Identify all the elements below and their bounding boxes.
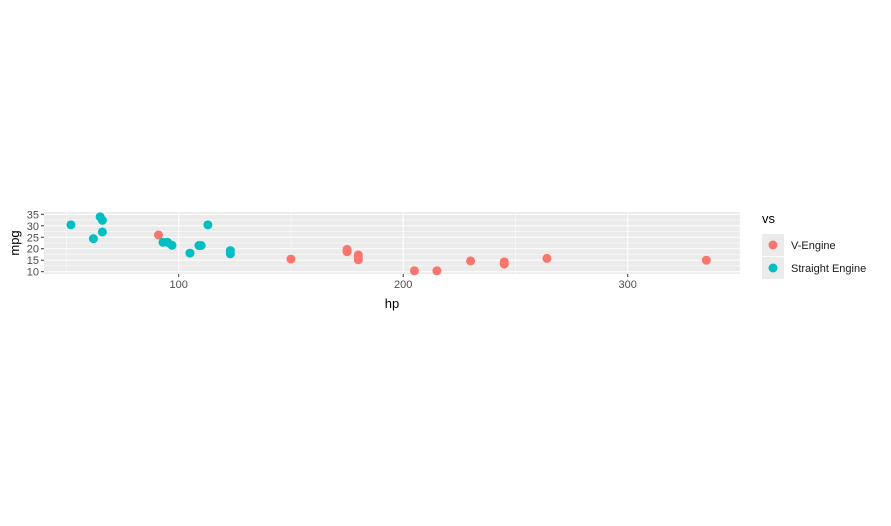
data-point-v-engine	[432, 266, 442, 276]
data-point-straight-engine	[225, 249, 235, 259]
x-tick-label: 300	[619, 279, 637, 291]
data-point-v-engine	[286, 254, 296, 264]
legend-marker-v-engine	[768, 240, 778, 250]
legend-label-straight-engine: Straight Engine	[791, 263, 866, 275]
y-tick-label: 30	[27, 221, 39, 233]
x-tick-label: 100	[170, 279, 188, 291]
data-point-v-engine	[466, 256, 476, 266]
data-point-straight-engine	[88, 234, 98, 244]
data-point-straight-engine	[66, 220, 76, 230]
data-point-straight-engine	[167, 240, 177, 250]
x-axis-label: hp	[385, 296, 399, 311]
y-tick-label: 35	[27, 209, 39, 221]
data-point-v-engine	[409, 266, 419, 276]
y-axis-label: mpg	[7, 230, 22, 255]
y-tick-label: 10	[27, 267, 39, 279]
data-point-v-engine	[154, 230, 164, 240]
data-point-straight-engine	[97, 215, 107, 225]
data-point-v-engine	[499, 259, 509, 269]
y-tick-label: 25	[27, 232, 39, 244]
legend: vs V-Engine Straight Engine	[762, 211, 866, 279]
data-point-v-engine	[342, 244, 352, 254]
data-points	[66, 212, 711, 276]
legend-title: vs	[762, 211, 776, 226]
data-point-straight-engine	[203, 220, 213, 230]
x-axis: 100 200 300	[170, 274, 637, 291]
y-tick-label: 20	[27, 244, 39, 256]
data-point-v-engine	[701, 255, 711, 265]
data-point-v-engine	[353, 255, 363, 265]
legend-marker-straight-engine	[768, 263, 778, 273]
data-point-straight-engine	[185, 248, 195, 258]
data-point-straight-engine	[97, 227, 107, 237]
x-tick-label: 200	[394, 279, 412, 291]
y-tick-label: 15	[27, 255, 39, 267]
data-point-straight-engine	[196, 241, 206, 251]
data-point-v-engine	[542, 253, 552, 263]
legend-label-v-engine: V-Engine	[791, 240, 836, 252]
